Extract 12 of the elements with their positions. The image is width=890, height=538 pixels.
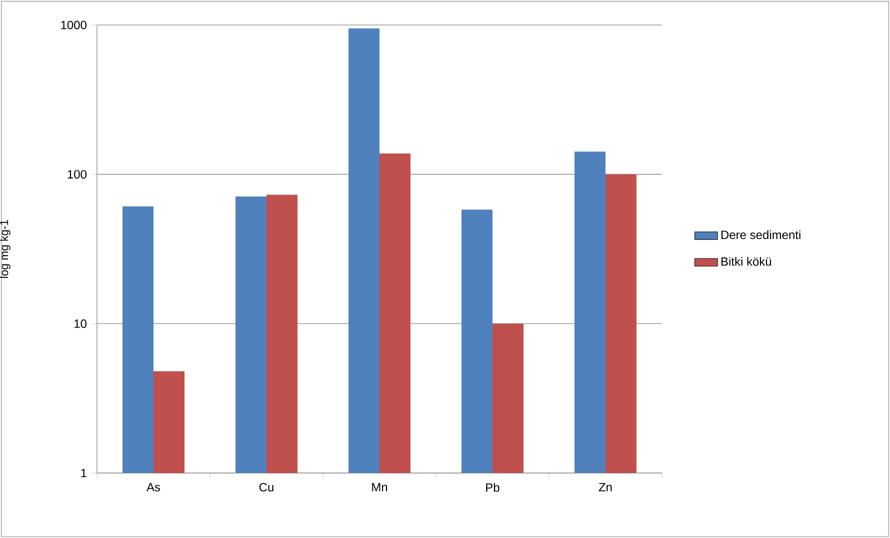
y-tick-label: 1000 [61,20,86,30]
x-tick-label: Cu [259,483,274,492]
y-axis-title: log mg kg-1 [0,220,10,278]
y-tick-label: 10 [74,319,86,328]
legend-label: Bitki kökü [721,256,772,266]
x-tick-label: As [146,483,160,492]
y-tick-label: 100 [68,170,86,179]
y-tick-label: 1 [81,468,86,478]
x-tick-label: Zn [598,483,612,492]
x-tick-label: Mn [372,483,388,492]
legend-label: Dere sedimenti [721,230,800,240]
x-tick-label: Pb [486,483,500,492]
